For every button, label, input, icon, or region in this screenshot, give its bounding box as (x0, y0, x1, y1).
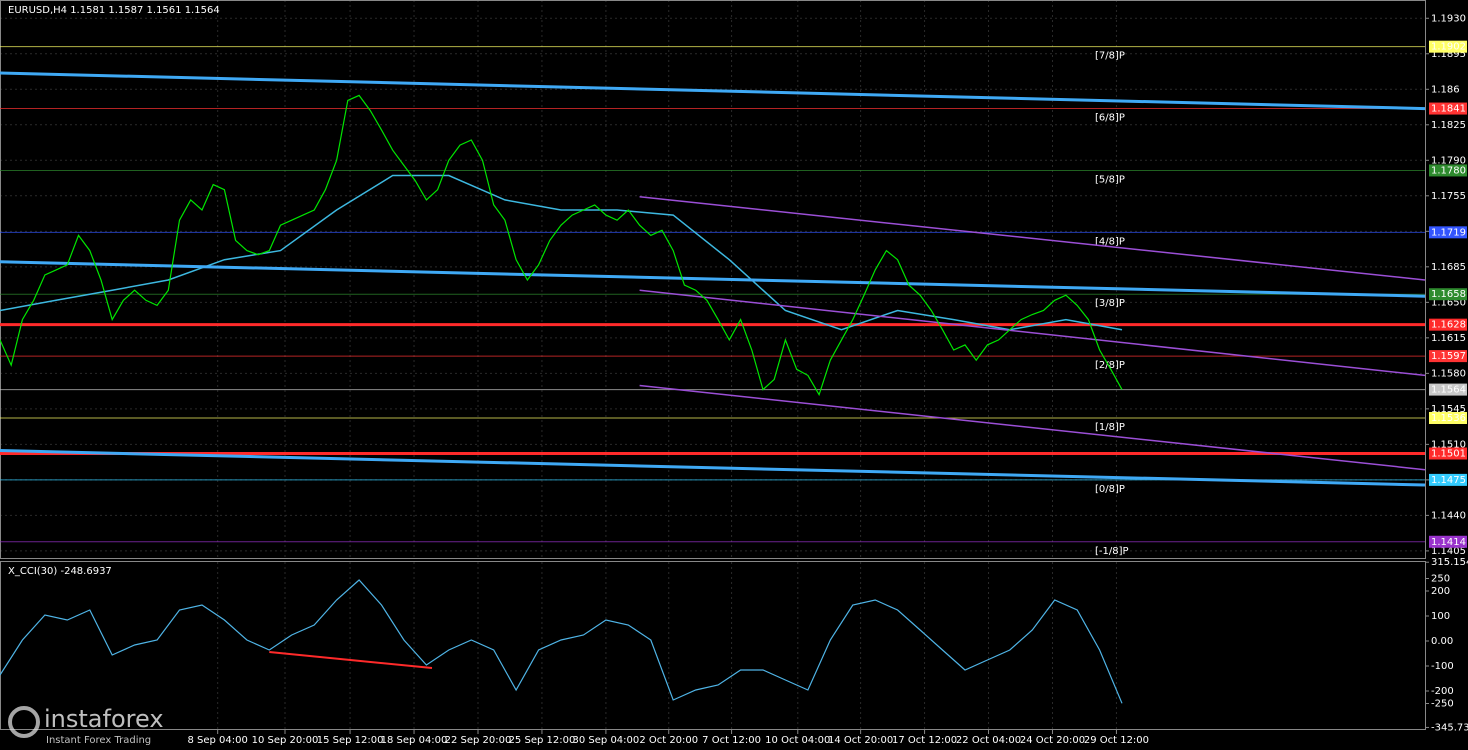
x-tick-label: 22 Oct 04:00 (956, 735, 1021, 746)
level-tag: [2/8]P (1095, 360, 1125, 371)
overlay-line (0, 71, 1426, 111)
level-label: 1.1841 (1431, 104, 1466, 115)
y-tick-label: -345.735 (1431, 722, 1468, 733)
level-box (1429, 288, 1467, 301)
watermark-brand: instaforex (44, 705, 164, 733)
level-box (1429, 350, 1467, 363)
level-box (1429, 535, 1467, 548)
level-tag: [3/8]P (1095, 298, 1125, 309)
level-label: 1.1719 (1431, 227, 1466, 238)
overlay-line (0, 260, 1426, 298)
x-tick-label: 17 Oct 12:00 (892, 735, 957, 746)
overlay-line (639, 289, 1426, 377)
x-tick-label: 25 Sep 12:00 (509, 735, 576, 746)
y-tick-label: 1.1405 (1431, 546, 1466, 557)
x-tick-label: 8 Sep 04:00 (187, 735, 247, 746)
overlay-line (0, 449, 1426, 487)
level-label: 1.1536 (1431, 413, 1466, 424)
cci-panel (0, 561, 1426, 730)
x-tick-label: 7 Oct 12:00 (702, 735, 761, 746)
level-box (1429, 473, 1467, 486)
series-line (0, 94, 1123, 397)
x-tick-label: 10 Oct 04:00 (765, 735, 830, 746)
level-tag: [-1/8]P (1095, 546, 1129, 557)
y-tick-label: 1.1510 (1431, 439, 1466, 450)
x-tick-label: 30 Sep 04:00 (573, 735, 640, 746)
y-tick-label: 1.1755 (1431, 191, 1466, 202)
y-tick-label: -100 (1431, 661, 1454, 672)
level-tag: [7/8]P (1095, 51, 1125, 62)
level-box (1429, 447, 1467, 460)
y-tick-label: 1.1545 (1431, 404, 1466, 415)
y-tick-label: 1.1685 (1431, 262, 1466, 273)
y-tick-label: 1.1895 (1431, 49, 1466, 60)
y-tick-label: -250 (1431, 699, 1454, 710)
level-tag: [4/8]P (1095, 236, 1125, 247)
y-tick-label: 250 (1431, 574, 1450, 585)
x-tick-label: 14 Oct 20:00 (828, 735, 893, 746)
level-label: 1.1780 (1431, 165, 1466, 176)
level-label: 1.1564 (1431, 385, 1466, 396)
overlay-line (639, 196, 1426, 281)
level-tag: [6/8]P (1095, 113, 1125, 124)
y-tick-label: 1.1650 (1431, 297, 1466, 308)
cci-title: X_CCI(30) -248.6937 (8, 566, 112, 577)
level-label: 1.1501 (1431, 449, 1466, 460)
level-box (1429, 102, 1467, 115)
watermark-logo (8, 706, 40, 738)
level-label: 1.1475 (1431, 475, 1466, 486)
level-label: 1.1414 (1431, 537, 1466, 548)
price-panel (0, 0, 1426, 559)
y-tick-label: 0.00 (1431, 636, 1453, 647)
y-tick-label: -200 (1431, 686, 1454, 697)
price-title: EURUSD,H4 1.1581 1.1587 1.1561 1.1564 (8, 5, 220, 16)
level-box (1429, 383, 1467, 396)
level-label: 1.1902 (1431, 42, 1466, 53)
y-tick-label: 1.1930 (1431, 13, 1466, 24)
watermark-slogan: Instant Forex Trading (46, 735, 151, 746)
x-tick-label: 2 Oct 20:00 (639, 735, 698, 746)
x-tick-label: 18 Sep 04:00 (381, 735, 448, 746)
level-tag: [0/8]P (1095, 484, 1125, 495)
level-box (1429, 40, 1467, 53)
x-tick-label: 22 Sep 20:00 (445, 735, 512, 746)
level-box (1429, 411, 1467, 424)
y-tick-label: 1.1580 (1431, 368, 1466, 379)
level-tag: [5/8]P (1095, 174, 1125, 185)
y-tick-label: 100 (1431, 611, 1450, 622)
overlay-line (269, 651, 433, 669)
x-tick-label: 10 Sep 20:00 (252, 735, 319, 746)
y-tick-label: 315.1542 (1431, 557, 1468, 568)
overlay-line (639, 384, 1426, 471)
level-box (1429, 164, 1467, 177)
y-tick-label: 1.1615 (1431, 333, 1466, 344)
y-tick-label: 1.1825 (1431, 120, 1466, 131)
level-label: 1.1597 (1431, 351, 1466, 362)
level-box (1429, 318, 1467, 331)
y-tick-label: 1.1440 (1431, 510, 1466, 521)
series-line (0, 579, 1123, 704)
level-box (1429, 226, 1467, 239)
x-tick-label: 29 Oct 12:00 (1084, 735, 1149, 746)
y-tick-label: 1.186 (1431, 84, 1460, 95)
y-tick-label: 200 (1431, 586, 1450, 597)
x-tick-label: 15 Sep 12:00 (317, 735, 384, 746)
level-tag: [1/8]P (1095, 422, 1125, 433)
y-tick-label: 1.1790 (1431, 155, 1466, 166)
level-label: 1.1628 (1431, 320, 1466, 331)
level-label: 1.1658 (1431, 289, 1466, 300)
x-tick-label: 24 Oct 20:00 (1020, 735, 1085, 746)
watermark: instaforex Instant Forex Trading (8, 705, 164, 746)
